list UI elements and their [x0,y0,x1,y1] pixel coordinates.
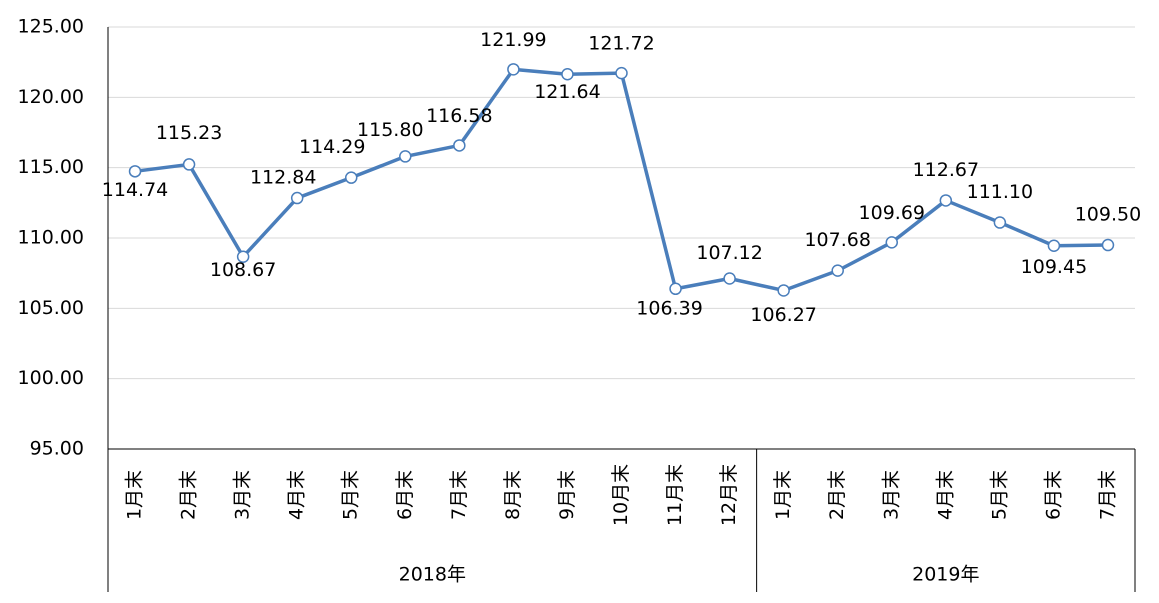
data-label: 112.67 [913,159,979,181]
x-tick-label: 7月末 [448,470,470,520]
x-tick-label: 8月末 [502,470,524,520]
data-label: 106.27 [750,304,816,326]
point [723,272,736,285]
data-label: 107.12 [696,242,762,264]
data-label: 109.45 [1021,256,1087,278]
point [507,63,520,76]
y-tick-label: 125.00 [18,16,84,38]
data-label: 114.29 [299,136,365,158]
point [669,282,682,296]
data-label: 121.64 [534,81,600,103]
data-label: 108.67 [210,259,276,281]
data-label: 115.23 [156,122,222,144]
point [831,264,844,277]
point [290,191,304,205]
point [453,139,466,152]
data-label: 121.99 [480,29,546,51]
point [885,236,899,249]
data-label: 111.10 [967,181,1033,203]
y-tick-label: 110.00 [18,227,84,249]
x-tick-label: 5月末 [340,470,362,520]
x-tick-label: 2月末 [826,470,848,520]
point [236,250,250,263]
point [128,165,142,178]
x-tick-label: 10月末 [610,464,632,526]
data-label: 121.72 [588,33,654,55]
group-label: 2019年 [912,564,979,586]
y-tick-label: 120.00 [18,86,84,108]
point [1101,238,1115,252]
x-tick-label: 4月末 [934,470,956,520]
point [399,150,412,163]
x-tick-label: 12月末 [718,464,740,526]
point [561,68,574,81]
data-label: 106.39 [636,297,702,319]
data-label: 109.50 [1075,204,1141,226]
y-tick-label: 100.00 [18,367,84,389]
data-label: 112.84 [250,167,316,189]
data-label: 114.74 [102,179,168,201]
x-tick-label: 3月末 [232,470,254,520]
x-tick-label: 11月末 [664,464,686,526]
x-tick-label: 3月末 [880,470,902,520]
x-tick-label: 4月末 [286,470,308,520]
point [939,194,953,207]
y-tick-label: 95.00 [30,438,84,460]
x-tick-label: 1月末 [772,470,794,520]
x-tick-label: 9月末 [556,470,578,520]
data-label: 107.68 [804,229,870,251]
y-tick-label: 105.00 [18,297,84,319]
data-label: 109.69 [859,202,925,224]
x-tick-label: 1月末 [124,470,146,520]
point [344,171,358,184]
point [182,158,196,171]
point [1047,239,1061,252]
x-tick-label: 6月末 [394,470,416,520]
y-tick-label: 115.00 [18,156,84,178]
data-label: 115.80 [357,119,423,141]
x-tick-label: 7月末 [1096,470,1118,520]
point [777,284,790,297]
point [993,216,1007,229]
point [615,66,628,80]
x-tick-label: 2月末 [178,470,200,520]
group-label: 2018年 [399,564,466,586]
x-tick-label: 6月末 [1042,470,1064,520]
data-label: 116.58 [426,105,492,127]
x-tick-label: 5月末 [988,470,1010,520]
